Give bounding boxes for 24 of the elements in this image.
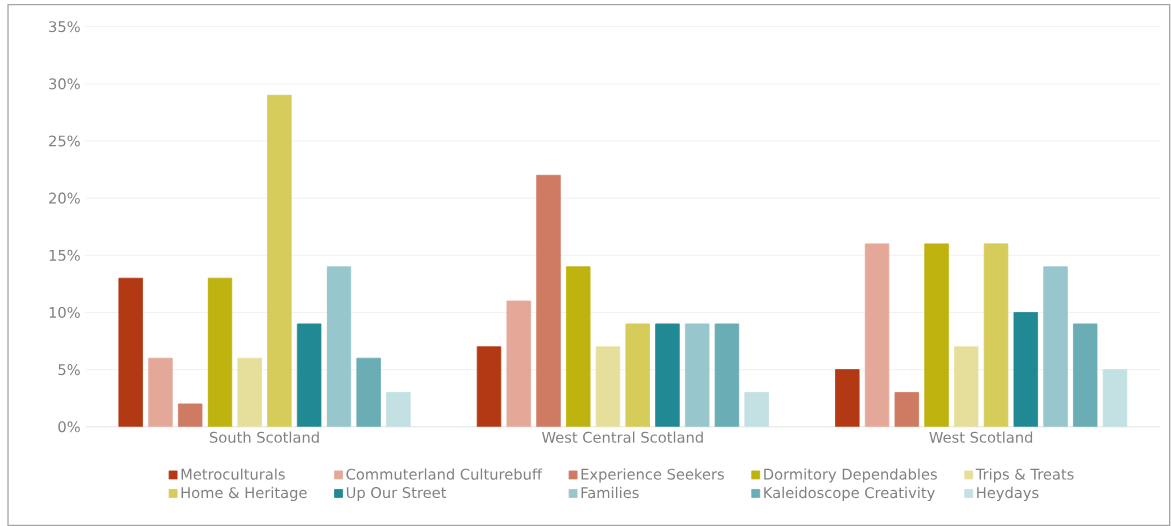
y-tick-label: 15% (49, 249, 80, 261)
legend-label: Experience Seekers (581, 468, 724, 483)
x-tick-label: West Scotland (929, 431, 1033, 443)
y-tick-label: 10% (49, 306, 80, 318)
legend-label: Heydays (977, 486, 1039, 502)
y-tick-label: 20% (49, 192, 80, 204)
legend-label: Metroculturals (181, 468, 285, 480)
legend-label: Trips & Treats (975, 468, 1074, 483)
y-tick-label: 5% (58, 364, 80, 376)
bar (714, 323, 740, 427)
legend-label: Commuterland Culturebuff (346, 468, 543, 480)
bar (356, 357, 381, 427)
legend-label: Dormitory Dependables (764, 468, 937, 483)
x-tick-label: South Scotland (209, 431, 319, 443)
y-tick-label: 25% (49, 135, 80, 147)
x-tick-label: West Central Scotland (542, 431, 703, 443)
y-tick-label: 30% (49, 78, 80, 90)
legend-label: Families (581, 486, 639, 499)
legend-label: Up Our Street (346, 486, 447, 501)
legend-label: Home & Heritage (181, 486, 307, 502)
y-tick-label: 0% (58, 421, 80, 433)
legend-label: Kaleidoscope Creativity (764, 486, 935, 502)
y-tick-label: 35% (49, 21, 80, 33)
bar (1073, 323, 1098, 427)
